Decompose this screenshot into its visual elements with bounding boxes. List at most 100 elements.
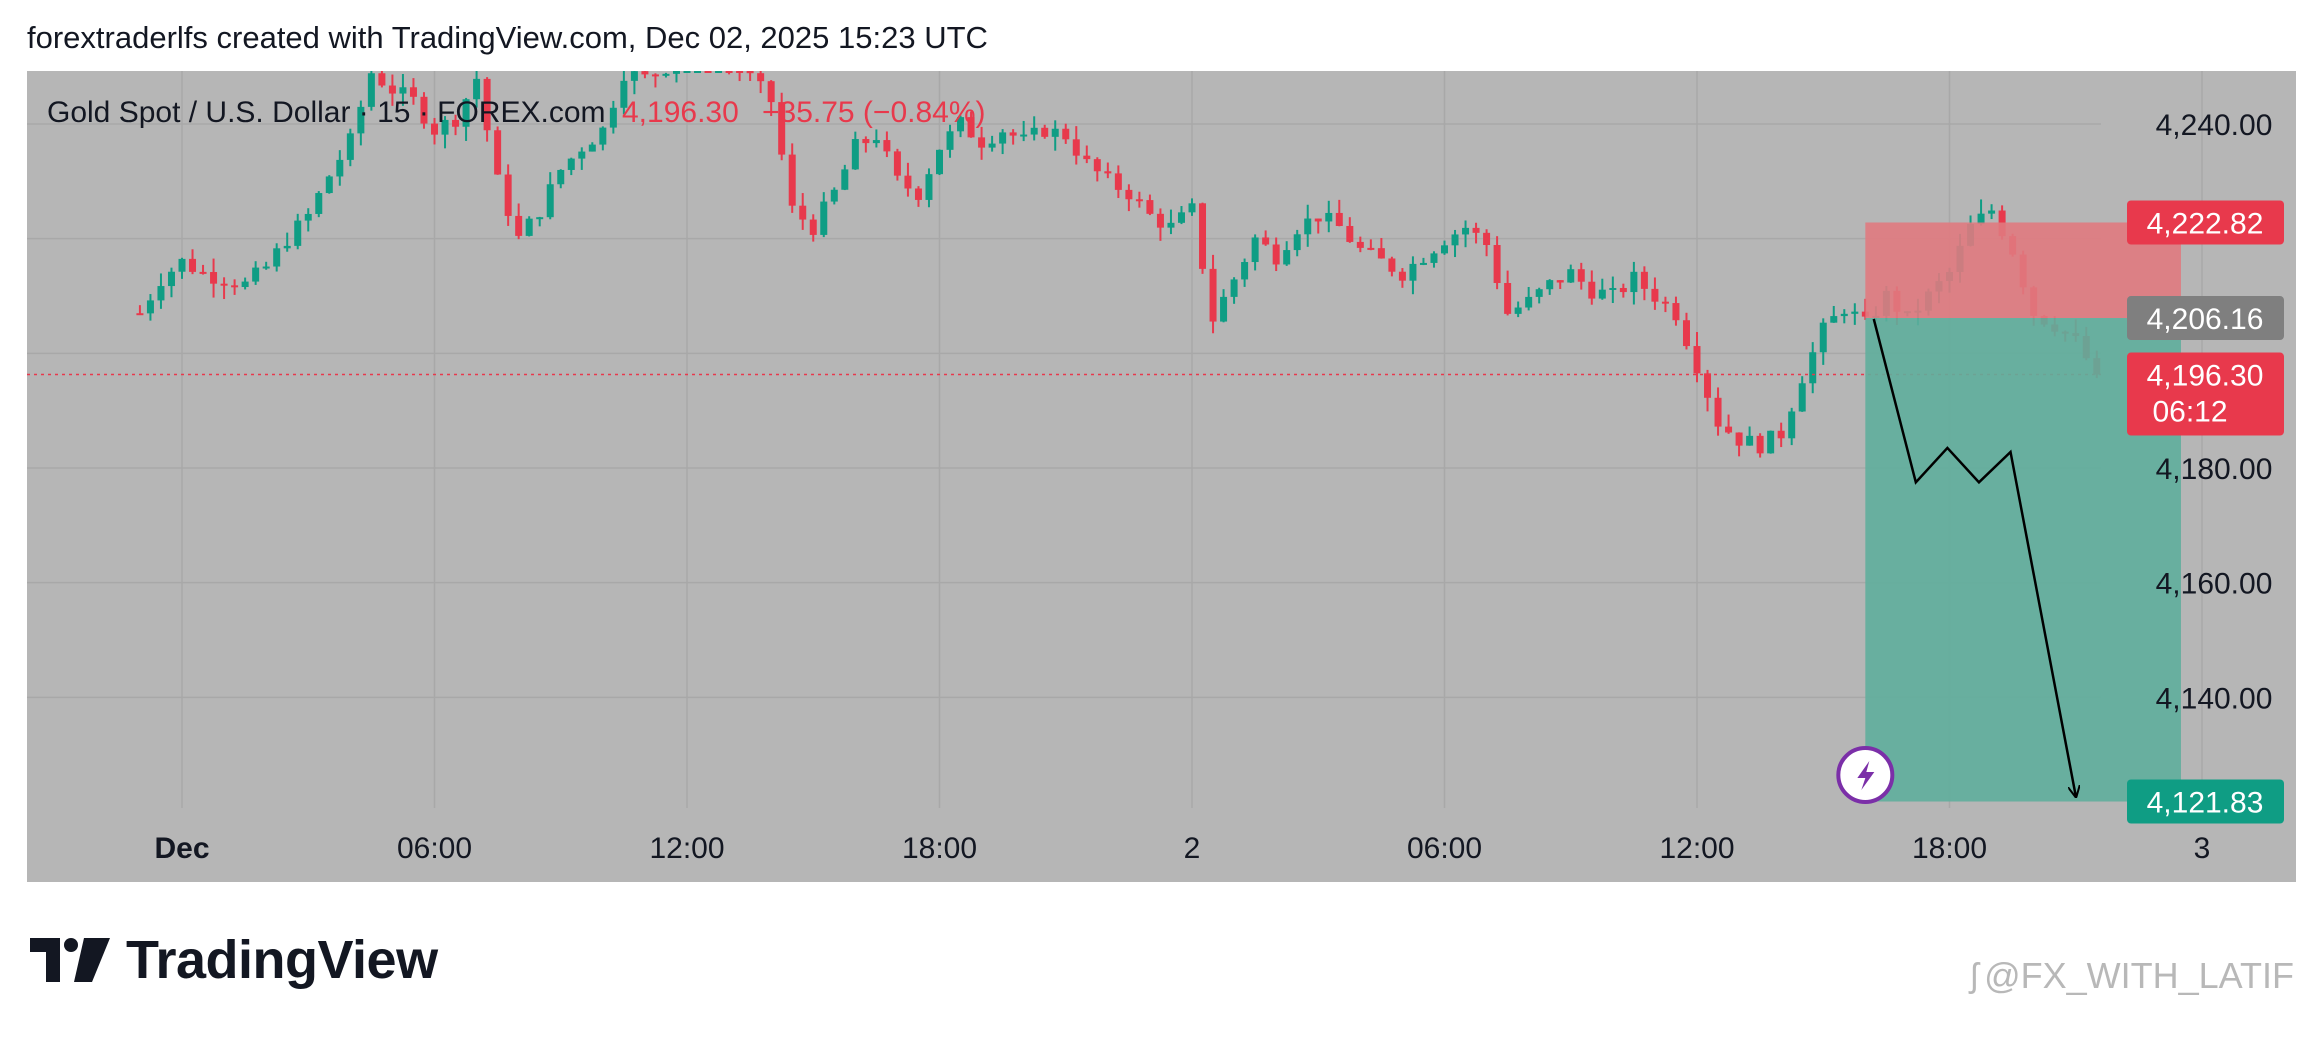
candle xyxy=(1682,312,1690,350)
time-tick-label: 18:00 xyxy=(1912,832,1987,865)
candle xyxy=(1009,129,1017,145)
candle xyxy=(1346,217,1354,243)
price-tick-label: 4,160.00 xyxy=(2156,568,2273,601)
candle xyxy=(1020,120,1028,142)
candle xyxy=(1514,301,1522,318)
candle xyxy=(1472,222,1480,244)
candle xyxy=(1651,277,1659,310)
tradingview-logo-icon xyxy=(30,938,110,982)
candle xyxy=(220,277,228,300)
candle xyxy=(1441,240,1448,255)
candle xyxy=(1230,277,1238,304)
candle xyxy=(978,126,986,160)
candle xyxy=(199,264,207,275)
candle xyxy=(1377,238,1385,259)
candle xyxy=(1083,145,1091,164)
candle xyxy=(1483,229,1491,257)
candle xyxy=(1367,239,1375,251)
candle xyxy=(1988,204,1996,220)
bar-countdown: 06:12 xyxy=(2152,396,2227,429)
candle xyxy=(1462,220,1470,248)
candle xyxy=(588,142,596,152)
time-tick-label: 12:00 xyxy=(1659,832,1734,865)
candle xyxy=(1735,432,1743,457)
candle xyxy=(1325,200,1333,233)
candle xyxy=(1388,256,1396,277)
tradingview-logo[interactable]: TradingView xyxy=(30,930,438,990)
candle xyxy=(746,71,754,82)
candle xyxy=(367,71,375,111)
tradingview-logo-text: TradingView xyxy=(126,930,438,990)
lightning-icon[interactable] xyxy=(1836,746,1895,804)
candle xyxy=(1704,369,1712,412)
candle xyxy=(620,71,628,115)
candle xyxy=(1283,241,1291,266)
candle xyxy=(841,164,849,191)
candle xyxy=(1661,296,1669,313)
candle xyxy=(357,100,365,146)
candle xyxy=(504,164,512,226)
candle xyxy=(999,129,1007,155)
social-icon: ʃ xyxy=(1970,956,1979,995)
price-tick-label: 4,180.00 xyxy=(2156,453,2273,486)
candle xyxy=(799,193,807,230)
candle xyxy=(346,128,354,167)
candle xyxy=(1041,124,1049,139)
candle xyxy=(1746,426,1754,446)
candle xyxy=(1409,256,1417,295)
candle xyxy=(1451,229,1459,258)
candle xyxy=(494,126,502,175)
candle xyxy=(851,131,859,170)
candle xyxy=(557,169,565,189)
candle xyxy=(872,129,880,148)
candle xyxy=(1840,309,1848,324)
candle xyxy=(473,71,481,108)
candle xyxy=(893,148,901,181)
candle xyxy=(1767,430,1775,454)
chart-attribution: forextraderlfs created with TradingView.… xyxy=(27,20,988,55)
candle xyxy=(757,71,765,94)
candle xyxy=(1977,199,1985,226)
candle xyxy=(883,131,891,158)
candle xyxy=(862,136,870,153)
candle xyxy=(946,124,954,158)
candle xyxy=(1798,376,1806,412)
candle xyxy=(936,149,943,176)
candle xyxy=(1714,387,1722,436)
candle xyxy=(1209,254,1217,334)
candle xyxy=(1167,209,1175,235)
candle xyxy=(409,78,417,105)
candle xyxy=(252,261,260,285)
candle xyxy=(1535,287,1543,304)
candle xyxy=(609,100,617,134)
candle xyxy=(1504,270,1512,316)
candle xyxy=(1072,126,1080,165)
candle xyxy=(1314,218,1322,234)
time-tick-label: 3 xyxy=(2194,832,2211,865)
candle xyxy=(1146,194,1154,216)
candle xyxy=(1546,279,1554,295)
candle xyxy=(788,143,796,213)
candle xyxy=(1262,230,1270,246)
candle xyxy=(1725,414,1733,434)
candle xyxy=(830,187,838,205)
candle xyxy=(1809,342,1817,394)
symbol-title[interactable]: Gold Spot / U.S. Dollar · 15 · FOREX.com xyxy=(47,96,606,129)
candle xyxy=(304,208,312,232)
time-tick-label: Dec xyxy=(154,832,209,865)
candle xyxy=(1598,278,1606,300)
price-tag-value: 4,121.83 xyxy=(2147,787,2264,820)
candle xyxy=(136,305,144,316)
candle xyxy=(662,72,670,78)
candle xyxy=(315,191,323,218)
candle xyxy=(1830,305,1838,323)
symbol-legend: Gold Spot / U.S. Dollar · 15 · FOREX.com… xyxy=(47,96,986,129)
candle xyxy=(420,92,428,129)
price-tag-target: 4,121.83 xyxy=(2127,779,2284,824)
candle xyxy=(1093,157,1101,182)
candle xyxy=(231,279,239,295)
candle xyxy=(1819,318,1827,365)
projection-path[interactable] xyxy=(1872,318,2076,796)
candle xyxy=(1030,116,1038,141)
